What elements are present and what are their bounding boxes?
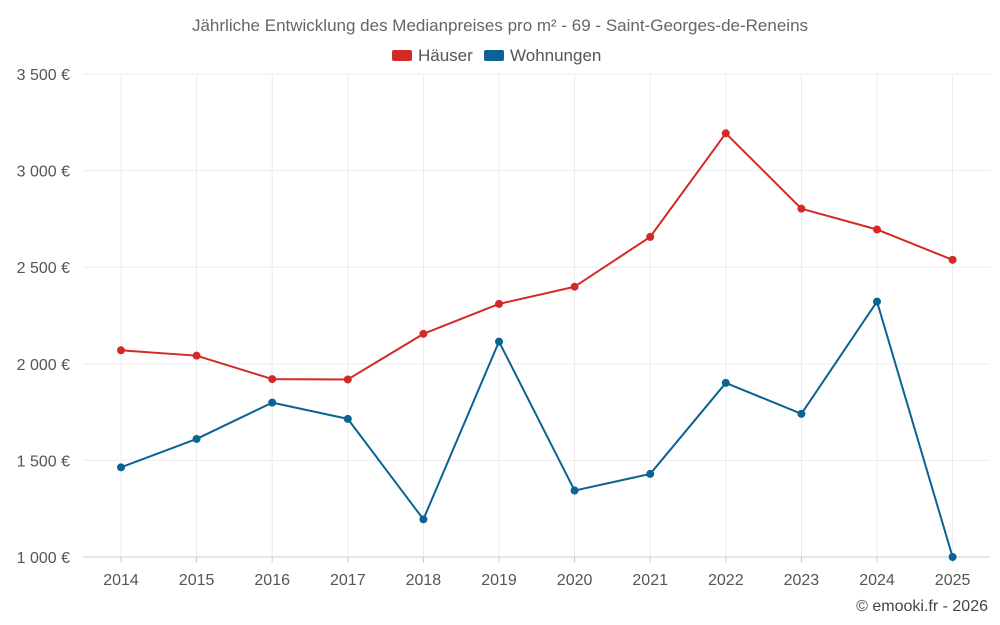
data-point[interactable]: [192, 351, 201, 360]
y-tick-label: 3 500 €: [17, 67, 70, 84]
data-point[interactable]: [873, 225, 881, 234]
data-point[interactable]: [570, 282, 579, 291]
data-point[interactable]: [268, 398, 277, 407]
data-point[interactable]: [797, 409, 806, 418]
series-line-wohnungen: [120, 300, 954, 558]
data-point[interactable]: [797, 204, 806, 213]
chart-title: Jährliche Entwicklung des Medianpreises …: [192, 16, 808, 35]
x-tick-label: 2015: [179, 572, 215, 589]
y-tick-label: 2 000 €: [17, 357, 70, 374]
x-tick-label: 2019: [481, 572, 517, 589]
x-tick-label: 2024: [859, 572, 895, 589]
grid: [83, 73, 990, 557]
data-point[interactable]: [268, 375, 277, 384]
data-point[interactable]: [646, 469, 655, 478]
series-line-haeuser: [120, 132, 953, 381]
data-point[interactable]: [570, 486, 579, 495]
x-tick-label: 2022: [708, 572, 744, 589]
data-point[interactable]: [117, 346, 125, 355]
data-point[interactable]: [948, 255, 957, 264]
data-point[interactable]: [419, 515, 428, 524]
legend: Häuser Wohnungen: [392, 46, 601, 65]
legend-item[interactable]: Wohnungen: [484, 46, 601, 65]
axes: 1 000 € 1 500 € 2 000 € 2 500 € 3 000 € 3 500…: [17, 67, 990, 589]
legend-swatch: [392, 50, 412, 61]
legend-label: Wohnungen: [510, 46, 601, 65]
data-point[interactable]: [117, 463, 125, 472]
data-point[interactable]: [495, 337, 503, 346]
x-tick-label: 2018: [406, 572, 442, 589]
x-tick-label: 2016: [254, 572, 290, 589]
x-tick-label: 2017: [330, 572, 366, 589]
data-point[interactable]: [419, 329, 428, 338]
x-tick-label: 2020: [557, 572, 593, 589]
data-point[interactable]: [948, 553, 957, 561]
x-tick-label: 2021: [632, 572, 668, 589]
legend-label: Häuser: [418, 46, 473, 65]
data-point[interactable]: [343, 414, 352, 423]
x-tick-label: 2025: [935, 572, 971, 589]
copyright-credit: © emooki.fr - 2026: [856, 598, 988, 615]
y-tick-label: 1 000 €: [17, 550, 70, 567]
data-point[interactable]: [873, 297, 881, 306]
y-tick-label: 3 000 €: [17, 164, 70, 181]
data-point[interactable]: [721, 129, 730, 138]
series: [117, 129, 957, 561]
y-tick-label: 2 500 €: [17, 260, 70, 277]
y-tick-label: 1 500 €: [17, 453, 70, 470]
data-point[interactable]: [343, 375, 352, 384]
data-point[interactable]: [646, 232, 655, 241]
data-point[interactable]: [721, 378, 730, 387]
data-point[interactable]: [192, 434, 201, 443]
legend-item[interactable]: Häuser: [392, 46, 473, 65]
data-point[interactable]: [495, 299, 503, 308]
x-tick-label: 2014: [103, 572, 139, 589]
legend-swatch: [484, 50, 504, 61]
x-tick-label: 2023: [784, 572, 820, 589]
